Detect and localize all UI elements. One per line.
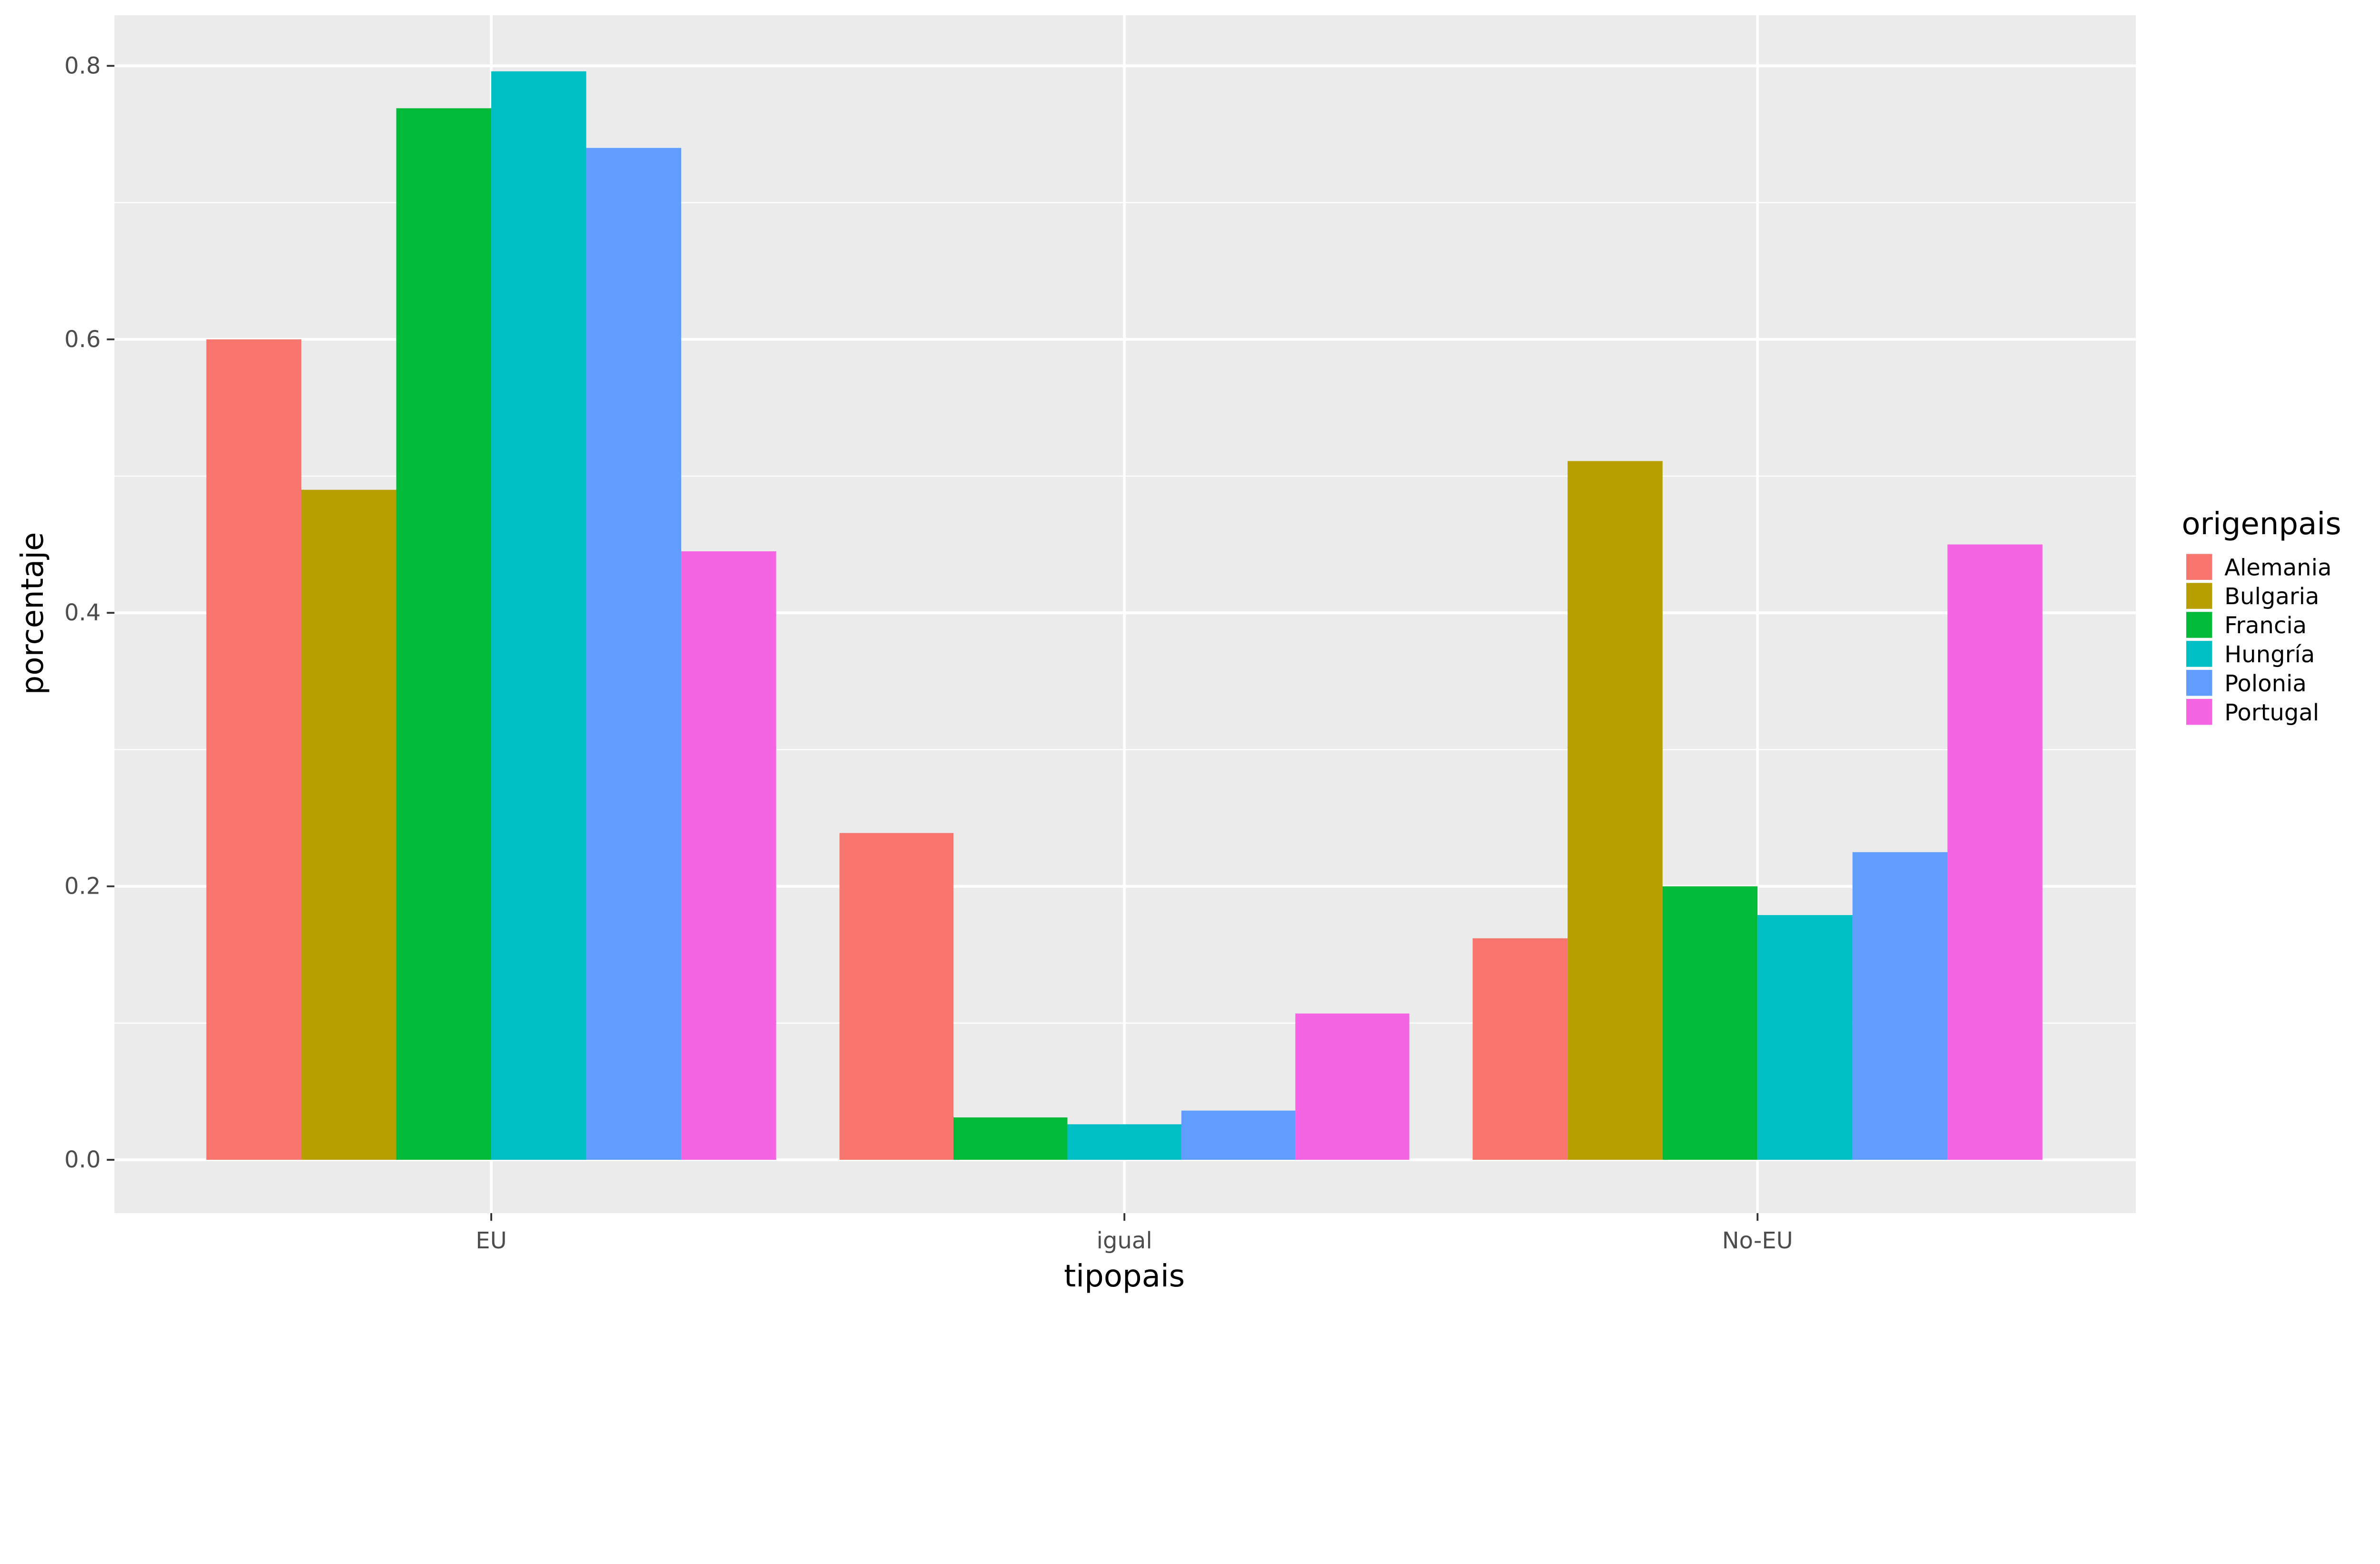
legend-title: origenpais	[2182, 507, 2341, 542]
bar-hungría-igual	[1067, 1124, 1181, 1160]
legend-label: Hungría	[2224, 641, 2315, 668]
x-axis-label: tipopais	[1064, 1259, 1185, 1294]
bar-polonia-eu	[586, 148, 682, 1160]
bar-portugal-igual	[1295, 1013, 1409, 1160]
x-tick-label: igual	[1097, 1227, 1152, 1254]
bar-portugal-no-eu	[1947, 544, 2043, 1160]
y-axis: 0.0 0.2 0.4 0.6 0.8	[64, 52, 115, 1173]
bar-francia-igual	[953, 1117, 1068, 1160]
bar-bulgaria-eu	[301, 489, 397, 1160]
legend-key-hungría	[2186, 641, 2212, 667]
legend-label: Polonia	[2224, 670, 2307, 697]
legend: origenpais AlemaniaBulgariaFranciaHungrí…	[2182, 507, 2341, 726]
x-tick-label: No-EU	[1722, 1227, 1793, 1254]
legend-label: Francia	[2224, 612, 2307, 639]
bar-francia-eu	[396, 108, 492, 1160]
y-tick-label: 0.6	[64, 326, 100, 353]
y-tick-label: 0.4	[64, 599, 100, 626]
bar-francia-no-eu	[1662, 886, 1758, 1160]
y-tick-label: 0.8	[64, 52, 100, 79]
x-tick-label: EU	[476, 1227, 507, 1254]
legend-label: Portugal	[2224, 699, 2319, 726]
bar-hungría-no-eu	[1757, 915, 1853, 1160]
bar-polonia-no-eu	[1852, 852, 1948, 1160]
bar-chart: 0.0 0.2 0.4 0.6 0.8 EU igual No-EU tipopais po…	[15, 15, 2341, 1294]
y-tick-label: 0.0	[64, 1146, 100, 1173]
bar-polonia-igual	[1181, 1110, 1296, 1160]
bars	[206, 71, 2043, 1160]
bar-alemania-eu	[206, 339, 302, 1160]
bar-hungría-eu	[491, 71, 586, 1160]
bar-alemania-no-eu	[1472, 938, 1568, 1160]
legend-key-polonia	[2186, 670, 2212, 696]
bar-alemania-igual	[839, 833, 954, 1160]
legend-key-alemania	[2186, 554, 2212, 580]
legend-label: Bulgaria	[2224, 583, 2319, 610]
y-axis-label: porcentaje	[15, 532, 50, 695]
bar-bulgaria-no-eu	[1567, 461, 1663, 1160]
legend-label: Alemania	[2224, 554, 2331, 581]
legend-key-portugal	[2186, 698, 2212, 725]
bar-portugal-eu	[681, 551, 776, 1160]
legend-key-bulgaria	[2186, 583, 2212, 609]
x-axis: EU igual No-EU	[476, 1213, 1793, 1254]
y-tick-label: 0.2	[64, 873, 100, 900]
legend-key-francia	[2186, 612, 2212, 638]
